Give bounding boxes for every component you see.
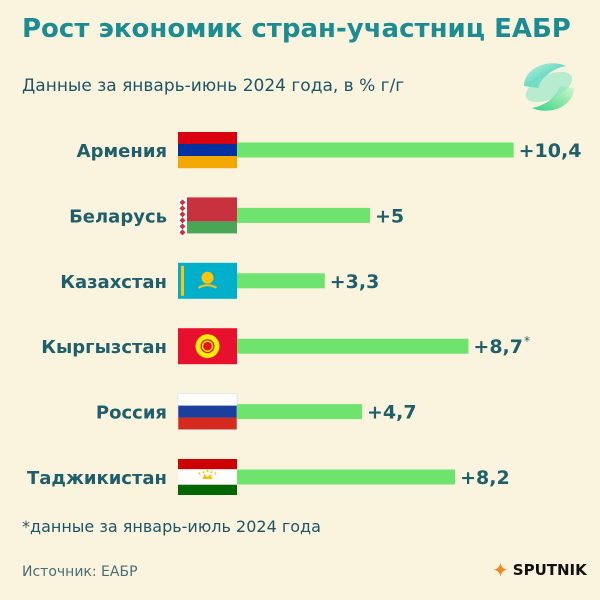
bar (237, 207, 370, 223)
eabr-logo-icon (524, 63, 574, 111)
chart-subtitle: Данные за январь-июнь 2024 года, в % г/г (22, 76, 405, 96)
country-label: Казахстан (60, 272, 167, 293)
value-label: +8,7 (473, 336, 523, 358)
belarus-flag-icon (178, 197, 237, 236)
value-label: +8,2 (460, 467, 510, 489)
kyrgyzstan-flag-icon (178, 328, 237, 365)
value-label: +3,3 (330, 271, 380, 293)
sputnik-brand: ✦ SPUTNIK (492, 560, 587, 580)
armenia-flag-icon (178, 132, 237, 169)
chart-title: Рост экономик стран-участниц ЕАБР (22, 14, 571, 44)
country-label: Россия (96, 403, 167, 424)
sputnik-star-icon: ✦ (492, 558, 509, 582)
value-label: +10,4 (519, 140, 582, 162)
value-label: +5 (375, 205, 404, 227)
bar (237, 404, 363, 420)
value-label: +4,7 (367, 402, 417, 424)
annotation-asterisk: * (524, 334, 530, 348)
bar (237, 273, 325, 289)
brand-name: SPUTNIK (512, 561, 587, 579)
source-note: Источник: ЕАБР (22, 564, 138, 580)
country-label: Таджикистан (27, 468, 167, 489)
bar (237, 142, 514, 158)
kazakhstan-flag-icon (178, 262, 237, 299)
country-label: Армения (77, 141, 167, 162)
country-label: Беларусь (69, 206, 167, 227)
country-label: Кыргызстан (41, 337, 167, 358)
russia-flag-icon (177, 393, 238, 430)
bar (237, 469, 456, 485)
footnote: *данные за январь-июль 2024 года (22, 517, 321, 536)
tajikistan-flag-icon (178, 459, 237, 495)
bar (237, 338, 469, 354)
